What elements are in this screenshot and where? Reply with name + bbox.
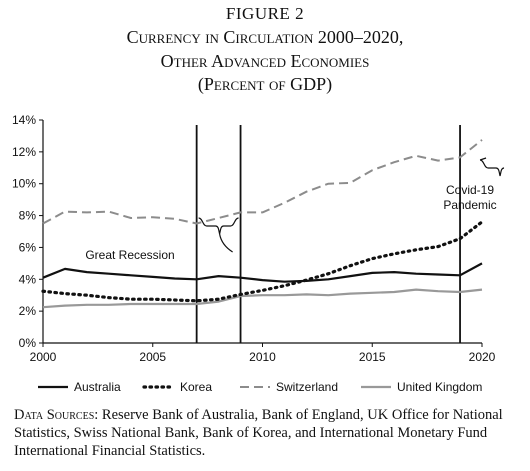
chart-title-line-1: Currency in Circulation 2000–2020,: [126, 27, 404, 47]
y-tick-label: 4%: [19, 272, 37, 286]
y-tick-label: 12%: [12, 145, 36, 159]
chart-series: [41, 139, 484, 309]
line-chart: 0%2%4%6%8%10%12%14%2000 2005 2010 2015 2020 …: [12, 113, 505, 394]
covid-brace-top: [479, 157, 487, 161]
event-lines: [195, 125, 461, 343]
y-tick-label: 14%: [12, 113, 36, 127]
y-tick-label: 6%: [19, 240, 37, 254]
chart-subtitle: (Percent of GDP): [197, 74, 333, 94]
series-line-switzerland: [42, 139, 483, 225]
series-line-korea: [41, 220, 484, 303]
x-tick-label: 2015: [359, 350, 386, 364]
chart-title-line-2: Other Advanced Economies: [160, 51, 370, 71]
covid-label-line-1: Covid-19: [446, 183, 494, 197]
x-tick-label: 2010: [249, 350, 276, 364]
chart-axes: 0% 2% 4% 6% 8% 10% 12% 14% 2000 2005 2010 2015 2020: [12, 113, 496, 364]
y-tick-label: 8%: [19, 209, 37, 223]
legend-label-korea: Korea: [180, 380, 212, 394]
sources-label: Data Sources:: [14, 407, 99, 423]
legend-label-united-kingdom: United Kingdom: [397, 380, 482, 394]
x-tick-label: 2000: [30, 350, 57, 364]
x-tick-label: 2020: [469, 350, 496, 364]
series-line-united-kingdom: [42, 288, 483, 309]
y-tick-label: 0%: [19, 336, 37, 350]
y-tick-label: 10%: [12, 177, 36, 191]
covid-label-line-2: Pandemic: [443, 198, 496, 212]
great-recession-brace: [198, 217, 239, 235]
great-recession-pointer: [219, 233, 233, 253]
legend-label-switzerland: Switzerland: [276, 380, 338, 394]
series-line-australia: [42, 262, 483, 283]
legend-label-australia: Australia: [74, 380, 121, 394]
y-tick-label: 2%: [19, 304, 37, 318]
figure-label: FIGURE 2: [225, 4, 305, 23]
great-recession-label: Great Recession: [85, 248, 174, 262]
data-sources-note: Data Sources: Reserve Bank of Australia,…: [14, 406, 519, 460]
covid-brace: [479, 159, 505, 177]
sources-text: Reserve Bank of Australia, Bank of Engla…: [14, 407, 503, 459]
chart-legend: Australia Korea Switzerland United Kingdom: [38, 380, 482, 394]
x-tick-label: 2005: [139, 350, 166, 364]
